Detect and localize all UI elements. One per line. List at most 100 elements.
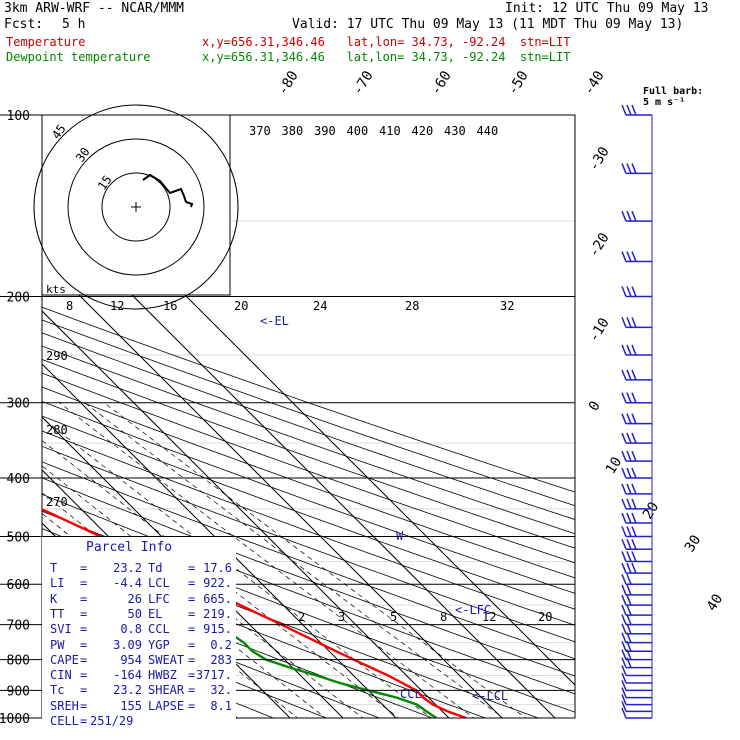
theta-label: 420	[412, 124, 434, 138]
parcel-stat-label: LI	[50, 576, 65, 591]
wind-barb-feather	[631, 251, 637, 262]
hodograph-ring	[33, 104, 239, 310]
wind-barb-feather	[631, 526, 637, 537]
temperature-tick-label: -50	[505, 68, 532, 98]
wind-barb-feather	[621, 450, 627, 462]
parcel-stat-label: LAPSE	[148, 698, 185, 713]
wind-barb-feather	[621, 707, 627, 719]
parcel-stat-label: PW	[50, 637, 65, 652]
wind-barb-feather	[626, 623, 632, 635]
parcel-stat-label: CCL	[148, 622, 170, 637]
wind-barb-feather	[621, 344, 627, 356]
parcel-stat-label: TT	[50, 606, 65, 621]
parcel-stat-label: Tc	[50, 683, 65, 698]
hodograph-trace	[142, 173, 194, 208]
wind-barb-feather	[626, 657, 632, 668]
pressure-tick-label: 1000	[0, 712, 30, 727]
parcel-stat-value: 8.1	[210, 698, 232, 713]
parcel-stat-label: SWEAT	[148, 652, 185, 667]
wind-barb-feather	[631, 551, 637, 562]
mixing-ratio-line	[59, 402, 475, 718]
parcel-stat-value: 50	[127, 606, 142, 621]
wind-barb-feather	[626, 467, 632, 479]
parcel-stat-label: Td	[148, 561, 163, 575]
pressure-tick-label: 500	[7, 530, 30, 545]
isotherm-line	[42, 257, 503, 718]
hodograph-ring	[67, 138, 205, 276]
parcel-stat-sep: =	[80, 637, 88, 652]
theta-label: 290	[46, 349, 68, 363]
wind-barb-feather	[626, 594, 632, 606]
parcel-stat-value: -164	[113, 668, 142, 683]
wind-barb-feather	[626, 413, 632, 424]
mixing-ratio-line	[42, 492, 327, 718]
wind-barb-feather	[626, 526, 632, 537]
model-title: 3km ARW-WRF -- NCAR/MMM	[4, 1, 185, 16]
wind-barb-feather	[621, 649, 627, 660]
parcel-stat-sep: =	[188, 698, 196, 713]
dry-adiabat	[42, 445, 575, 643]
wind-barb-feather	[621, 594, 627, 606]
wind-barb-feather	[621, 680, 627, 691]
parcel-stat-label: CELL	[50, 714, 79, 728]
wind-barb-feather	[626, 392, 632, 403]
wind-barb-feather	[631, 450, 637, 462]
wind-barb-feather	[621, 694, 627, 705]
parcel-stat-sep: =	[188, 606, 196, 621]
wind-barb-feather	[626, 562, 632, 574]
dry-adiabat	[42, 477, 575, 677]
wind-legend-title: Full barb:	[643, 86, 704, 97]
wind-barb-feather	[621, 467, 627, 479]
parcel-stat-label: SHEAR	[148, 683, 185, 698]
mixing-ratio-line	[42, 417, 432, 718]
wind-barb-feather	[621, 640, 627, 652]
wind-barb-feather	[626, 483, 632, 495]
hodograph-ring-label: 45	[49, 122, 69, 142]
parcel-stat-sep: =	[80, 714, 88, 728]
theta-label: 380	[282, 124, 304, 138]
theta-label: 440	[477, 124, 499, 138]
parcel-stat-value: 32.	[210, 683, 232, 698]
wind-barb-feather	[621, 392, 627, 403]
wind-barb-feather	[631, 432, 637, 444]
parcel-info-panel: Parcel Info T = 23.2 Td = 17.6 LI = -4.4 LCL = 922.…	[42, 537, 236, 728]
wind-barb-feather	[621, 163, 627, 174]
parcel-stat-sep: =	[80, 668, 88, 683]
wind-barb-feather	[621, 512, 627, 524]
wind-barb-feather	[626, 584, 632, 596]
dry-adiabat	[42, 582, 381, 718]
wind-barb-feather	[621, 584, 627, 596]
wind-barb-feather	[621, 286, 627, 297]
wind-barb-feather	[631, 483, 637, 495]
parcel-stat-value: -4.4	[113, 576, 142, 591]
dry-adiabat	[42, 602, 328, 718]
wind-barb-feather	[621, 251, 627, 262]
parcel-stat-sep: =	[188, 637, 196, 652]
mixing-ratio-label: 12	[482, 610, 496, 624]
mixing-ratio-label: 28	[405, 299, 419, 313]
mixing-ratio-label: 2	[298, 610, 305, 624]
wind-barb-feather	[621, 538, 627, 550]
wind-barb-feather	[621, 657, 627, 668]
theta-label: 430	[444, 124, 466, 138]
wind-barb-feather	[631, 512, 637, 524]
theta-label: 410	[379, 124, 401, 138]
theta-label: 270	[46, 495, 68, 509]
temperature-tick-label: -70	[350, 68, 377, 98]
parcel-stat-sep: =	[80, 698, 88, 713]
wind-barb-feather	[621, 687, 627, 698]
temperature-tick-label: 10	[603, 454, 626, 477]
temperature-tick-label: -10	[586, 315, 613, 345]
wind-barb-feather	[621, 526, 627, 537]
parcel-stat-value: 283	[210, 652, 232, 667]
wind-barb-feather	[631, 317, 637, 328]
wind-barb-feather	[631, 467, 637, 479]
parcel-stat-value: 0.2	[210, 637, 232, 652]
isotherm-line	[42, 310, 450, 718]
parcel-stat-label: CIN	[50, 668, 72, 683]
pressure-tick-label: 900	[7, 684, 30, 699]
temperature-tick-label: -40	[581, 68, 608, 98]
temperature-tick-label: -20	[586, 230, 613, 260]
